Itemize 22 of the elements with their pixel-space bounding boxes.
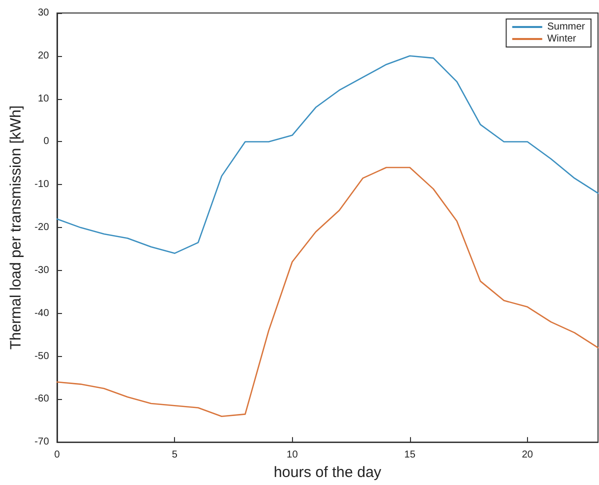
y-tick-label: -10 <box>34 179 50 190</box>
y-tick-label: -50 <box>34 350 50 362</box>
legend-label: Summer <box>547 22 586 32</box>
y-tick-label: -30 <box>34 264 50 276</box>
y-tick-label: 30 <box>38 8 50 18</box>
x-tick-label: 0 <box>54 450 60 461</box>
y-tick-label: 0 <box>43 136 50 148</box>
x-axis-title: hours of the day <box>274 464 382 481</box>
y-tick-label: 20 <box>38 50 50 62</box>
line-series <box>56 166 599 418</box>
line-series <box>56 55 599 254</box>
y-tick-label: -60 <box>34 394 50 405</box>
y-tick-label: 10 <box>38 93 50 104</box>
x-tick-label: 20 <box>522 450 534 461</box>
x-tick-label: 10 <box>286 450 298 461</box>
y-tick-label: -40 <box>34 308 50 319</box>
y-tick-label: -70 <box>34 436 50 448</box>
x-tick-label: 15 <box>404 450 416 461</box>
y-tick-label: -20 <box>34 222 50 234</box>
legend-label: Winter <box>547 34 577 44</box>
y-axis-title: Thermal load per transmission [kWh] <box>8 105 25 350</box>
x-tick-label: 5 <box>172 450 178 461</box>
